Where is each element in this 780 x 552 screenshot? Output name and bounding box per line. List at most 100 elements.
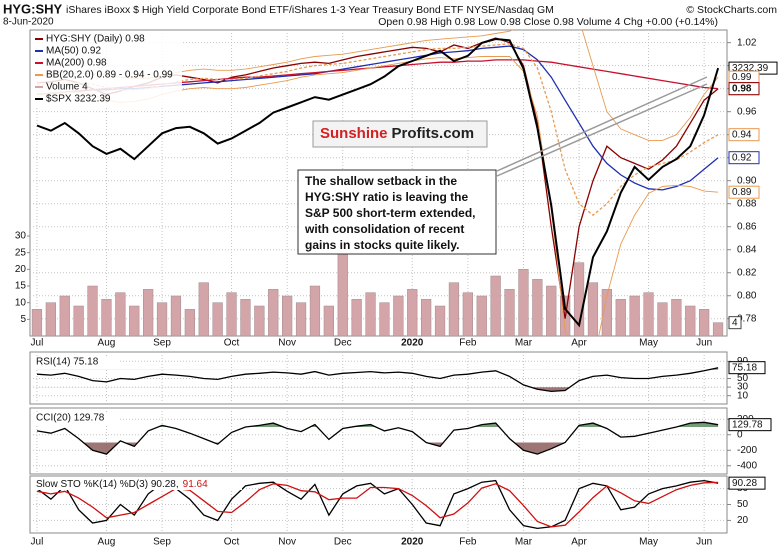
volume-bar <box>143 289 154 337</box>
source: © StockCharts.com <box>686 4 777 16</box>
series-line <box>36 43 719 217</box>
volume-bar <box>393 295 404 337</box>
x-tick-label: Dec <box>334 537 352 548</box>
panel-title-bg <box>32 478 242 490</box>
tag-layer: 90.28 129.78 75.18 4 3232.39 0.94 0.89 0.990.98… <box>728 61 778 490</box>
volume-bar <box>657 302 668 337</box>
legend-bg <box>32 32 182 108</box>
sto-title: Slow STO %K(14) %D(3) 90.28, 91.64 <box>36 479 208 490</box>
volume-bar <box>643 292 654 337</box>
x-tick-label: Mar <box>515 338 533 349</box>
trend-line <box>496 83 708 177</box>
y-tick-label: 0.84 <box>737 244 757 255</box>
x-tick-label: Nov <box>278 537 296 548</box>
volume-bar <box>129 305 140 337</box>
volume-bar <box>115 292 126 337</box>
y-tick-label: 1.02 <box>737 37 757 48</box>
legend-label: $SPX 3232.39 <box>46 94 111 105</box>
series-line <box>36 479 719 530</box>
x-tick-label: May <box>639 537 658 548</box>
volume-bar <box>240 299 251 337</box>
x-tick-label: May <box>639 338 658 349</box>
volume-bar <box>476 295 487 337</box>
series-line <box>36 481 719 528</box>
annotation: The shallow setback in the <box>305 174 457 188</box>
volume-bar <box>156 302 168 337</box>
value-tag: 90.28 <box>732 478 757 489</box>
volume-bar <box>587 282 599 337</box>
logo-part: Profits.com <box>392 125 475 142</box>
x-tick-label: Sep <box>153 537 171 548</box>
chart-title: HYG:SHY <box>3 1 63 16</box>
y-tick-label: 30 <box>15 231 27 242</box>
annotation: with consolidation of recent <box>304 222 464 236</box>
legend-label: HYG:SHY (Daily) 0.98 <box>46 34 145 45</box>
value-tag-bg <box>728 128 760 142</box>
volume-bar <box>699 309 710 337</box>
volume-bar <box>309 285 321 337</box>
x-tick-label: Nov <box>278 338 296 349</box>
y-tick-label: 0.78 <box>737 313 757 324</box>
x-tick-label: Apr <box>571 537 587 548</box>
series-line <box>36 37 720 328</box>
value-tag-bg <box>728 476 766 490</box>
volume-bar <box>504 289 515 337</box>
volume-bar <box>295 302 307 337</box>
value-tag-bg <box>728 151 760 165</box>
x-tick-label: Feb <box>459 537 477 548</box>
volume-bar <box>685 305 696 337</box>
annotation-box <box>297 169 497 255</box>
volume-bar <box>282 295 293 337</box>
volume-bar <box>268 289 279 337</box>
volume-bar <box>73 305 84 337</box>
x-tick-label: Jun <box>696 537 712 548</box>
x-tick-label: 2020 <box>401 537 424 548</box>
volume-bar <box>532 279 543 337</box>
volume-bar <box>490 275 501 337</box>
main-frame <box>29 29 728 337</box>
chart-subtitle: iShares iBoxx $ High Yield Corporate Bon… <box>66 4 554 16</box>
y-tick-label: 10 <box>737 390 749 401</box>
volume-bar <box>365 292 376 337</box>
volume-bar <box>421 299 432 337</box>
y-tick-label: 5 <box>20 314 26 325</box>
volume-bar <box>101 299 112 337</box>
x-tick-label: Oct <box>224 537 240 548</box>
x-tick-label: Aug <box>98 338 116 349</box>
x-tick-label: Oct <box>224 338 240 349</box>
volume-bar <box>31 309 43 337</box>
x-tick-label: Sep <box>153 338 171 349</box>
value-tag-bg <box>728 185 760 199</box>
volume-bar <box>462 292 473 337</box>
volume-bar <box>615 299 626 337</box>
value-tag: 4 <box>732 317 738 328</box>
x-tick-label: 2020 <box>401 338 424 349</box>
volume-bar <box>87 285 98 337</box>
y-tick-label: 10 <box>15 297 27 308</box>
y-tick-label: 0.80 <box>737 290 757 301</box>
volume-bar <box>337 252 348 337</box>
series-line <box>36 367 719 393</box>
logo: Sunshine Profits.com <box>320 125 474 142</box>
volume-bar <box>198 282 209 337</box>
legend-label: MA(200) 0.98 <box>46 58 107 69</box>
x-tick-label: Feb <box>459 338 477 349</box>
quote: Open 0.98 High 0.98 Low 0.98 Close 0.98 … <box>378 16 718 28</box>
rsi-title: RSI(14) 75.18 <box>36 357 99 368</box>
y-tick-label: 20 <box>737 515 749 526</box>
value-tag-bg <box>728 316 742 330</box>
y-tick-label: -400 <box>737 460 757 471</box>
overlay-layer: Sunshine Profits.com The shallow setback … <box>15 32 757 548</box>
volume-bar <box>518 269 529 337</box>
y-tick-label: 25 <box>15 247 27 258</box>
volume-bar <box>184 309 195 337</box>
value-tag: 0.98 <box>732 83 752 94</box>
trend-line <box>496 76 708 172</box>
y-tick-label: -200 <box>737 445 757 456</box>
y-tick-label: 30 <box>737 382 749 393</box>
date: 8-Jun-2020 <box>3 17 54 28</box>
value-tag-bg <box>728 82 760 96</box>
y-tick-label: 15 <box>15 281 27 292</box>
